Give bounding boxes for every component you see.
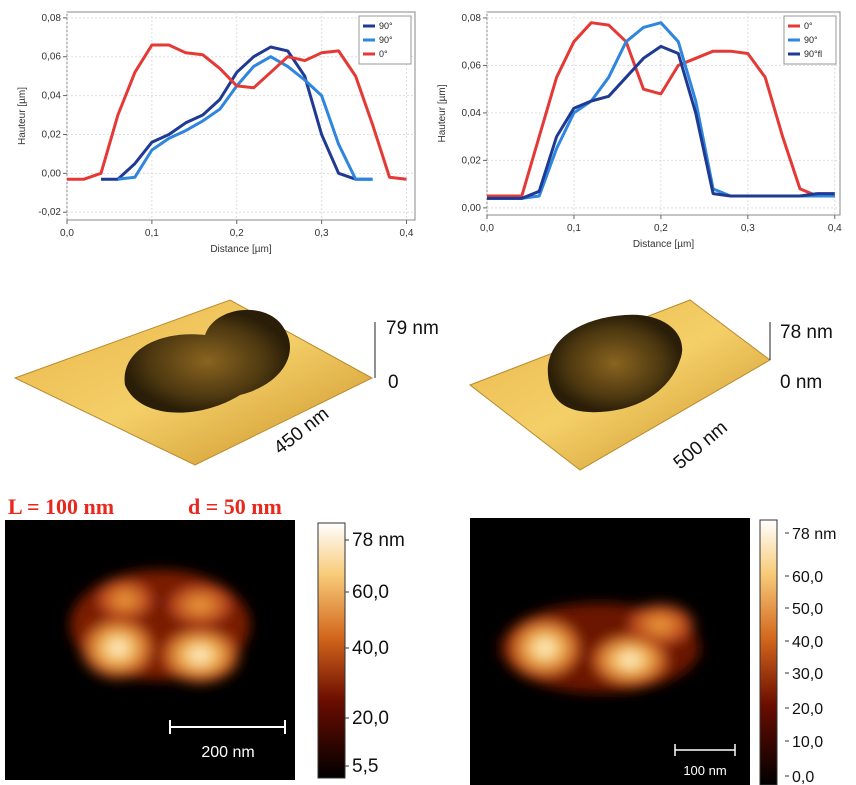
scale-bar-label: 100 nm	[683, 763, 726, 778]
y-axis-label: Hauteur [µm]	[437, 84, 448, 142]
legend-label: 0°	[379, 49, 388, 59]
colorbar-label: 50,0	[792, 601, 823, 618]
colorbar-label: 78 nm	[352, 530, 405, 551]
data-line	[67, 43, 407, 181]
data-line	[101, 45, 373, 181]
data-line	[487, 44, 835, 200]
plot-area	[66, 11, 416, 221]
z-top-label: 79 nm	[386, 318, 439, 339]
x-tick-label: 0,3	[315, 228, 329, 239]
x-axis-label: Distance [µm]	[633, 239, 695, 250]
y-tick-label: 0,04	[462, 108, 482, 119]
colorbar-label: 20,0	[352, 708, 389, 729]
x-tick-label: 0,2	[230, 228, 244, 239]
z-top-label: 78 nm	[780, 322, 833, 343]
colorbar-label: 40,0	[352, 638, 389, 659]
y-tick-label: 0,04	[42, 91, 62, 102]
x-tick-label: 0,1	[145, 228, 159, 239]
data-line	[487, 21, 835, 198]
legend: 0° 90° 90°fl	[783, 15, 837, 65]
length-label: L = 100 nm	[8, 494, 114, 519]
colorbar	[317, 522, 346, 779]
x-tick-label: 0,0	[480, 223, 494, 234]
colorbar-label: 40,0	[792, 634, 823, 651]
legend-label: 0°	[804, 21, 813, 31]
y-tick-label: 0,02	[462, 155, 482, 166]
y-tick-label: 0,00	[462, 203, 482, 214]
afm-2d-particle	[70, 570, 250, 687]
colorbar-label: 0,0	[792, 769, 814, 785]
colorbar-label: 60,0	[792, 569, 823, 586]
legend-label: 90°fl	[804, 49, 822, 59]
y-tick-label: -0,02	[38, 207, 61, 218]
legend-label: 90°	[379, 21, 393, 31]
x-tick-label: 0,1	[567, 223, 581, 234]
z-bottom-label: 0 nm	[780, 372, 822, 393]
y-tick-label: 0,00	[42, 168, 62, 179]
scale-bar-label: 200 nm	[201, 744, 254, 761]
legend: 90° 90° 0°	[358, 15, 412, 65]
colorbar-label: 60,0	[352, 582, 389, 603]
data-line	[117, 55, 373, 181]
y-axis-label: Hauteur [µm]	[17, 87, 28, 145]
legend-label: 90°	[804, 35, 818, 45]
colorbar-label: 10,0	[792, 734, 823, 751]
afm-2d-particle	[500, 600, 700, 693]
y-tick-label: 0,06	[462, 60, 482, 71]
diameter-label: d = 50 nm	[188, 494, 282, 519]
x-axis-label: Distance [µm]	[210, 244, 272, 255]
size-label: 500 nm	[670, 417, 732, 474]
x-tick-label: 0,4	[400, 228, 414, 239]
line-chart: 0,0 0,1 0,2 0,3 0,4 -0,02 0,00 0,02 0,04 0,06 0,08…	[17, 11, 416, 255]
y-tick-label: 0,08	[42, 13, 62, 24]
colorbar-label: 30,0	[792, 666, 823, 683]
line-chart: 0,0 0,1 0,2 0,3 0,4 0,00 0,02 0,04 0,06 0,08 Dista…	[437, 11, 842, 250]
afm-3d-particle	[124, 309, 290, 413]
colorbar-labels: 78 nm 60,0 40,0 20,0 5,5	[345, 530, 405, 777]
legend-label: 90°	[379, 35, 393, 45]
y-tick-label: 0,06	[42, 52, 62, 63]
colorbar-label: 20,0	[792, 701, 823, 718]
x-tick-label: 0,3	[741, 223, 755, 234]
y-tick-label: 0,02	[42, 129, 62, 140]
x-tick-label: 0,0	[60, 228, 74, 239]
afm-3d-particle	[547, 314, 683, 413]
colorbar	[759, 519, 778, 785]
x-tick-label: 0,2	[654, 223, 668, 234]
colorbar-label: 5,5	[352, 756, 378, 777]
z-bottom-label: 0	[388, 372, 399, 393]
colorbar-labels: 78 nm 60,0 50,0 40,0 30,0 20,0 10,0 0,0	[785, 526, 836, 785]
x-tick-label: 0,4	[828, 223, 842, 234]
y-tick-label: 0,08	[462, 13, 482, 24]
colorbar-label: 78 nm	[792, 526, 836, 543]
